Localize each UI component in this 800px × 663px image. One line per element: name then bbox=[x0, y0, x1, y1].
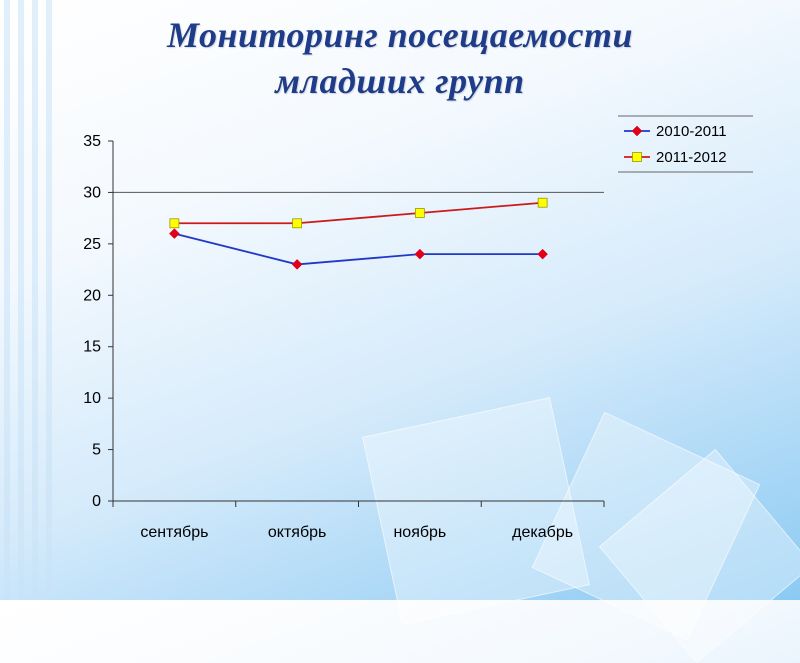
y-tick-label: 0 bbox=[92, 493, 101, 510]
line-chart: 0 5 10 15 20 25 30 35 сентябрь октябрь ноябрь декаб… bbox=[83, 115, 753, 541]
y-tick-label: 25 bbox=[83, 236, 101, 253]
y-tick-label: 10 bbox=[83, 390, 101, 407]
page-title: Мониторинг посещаемости младших групп bbox=[0, 12, 800, 104]
series-line-2010-2011 bbox=[174, 232, 543, 266]
x-tick-label: ноябрь bbox=[393, 524, 446, 541]
data-point-2010-2011 bbox=[291, 259, 303, 270]
x-tick-label: октябрь bbox=[268, 524, 326, 541]
data-point-2011-2012 bbox=[414, 208, 425, 218]
data-point-2010-2011 bbox=[414, 248, 426, 260]
legend-marker-2011-2012 bbox=[632, 152, 642, 162]
x-tick-label: декабрь bbox=[512, 524, 573, 541]
data-point-2011-2012 bbox=[292, 218, 303, 229]
legend-marker-2010-2011 bbox=[631, 125, 643, 137]
data-point-2011-2012 bbox=[537, 197, 548, 208]
y-tick-label: 15 bbox=[83, 339, 101, 356]
y-tick-label: 20 bbox=[83, 287, 101, 304]
data-point-2010-2011 bbox=[537, 248, 548, 260]
y-tick-label: 5 bbox=[92, 442, 101, 459]
legend-label: 2010-2011 bbox=[656, 123, 727, 140]
title-line-1: Мониторинг посещаемости bbox=[166, 15, 634, 55]
legend-label: 2011-2012 bbox=[656, 149, 727, 166]
y-tick-label: 30 bbox=[83, 184, 101, 201]
data-point-2010-2011 bbox=[169, 228, 180, 239]
data-point-2011-2012 bbox=[169, 218, 180, 229]
decorative-stripes bbox=[0, 0, 60, 600]
series-line-2011-2012 bbox=[174, 201, 543, 225]
x-tick-label: сентябрь bbox=[140, 524, 208, 541]
title-line-2: младших групп bbox=[275, 61, 525, 101]
y-tick-label: 35 bbox=[83, 133, 101, 150]
